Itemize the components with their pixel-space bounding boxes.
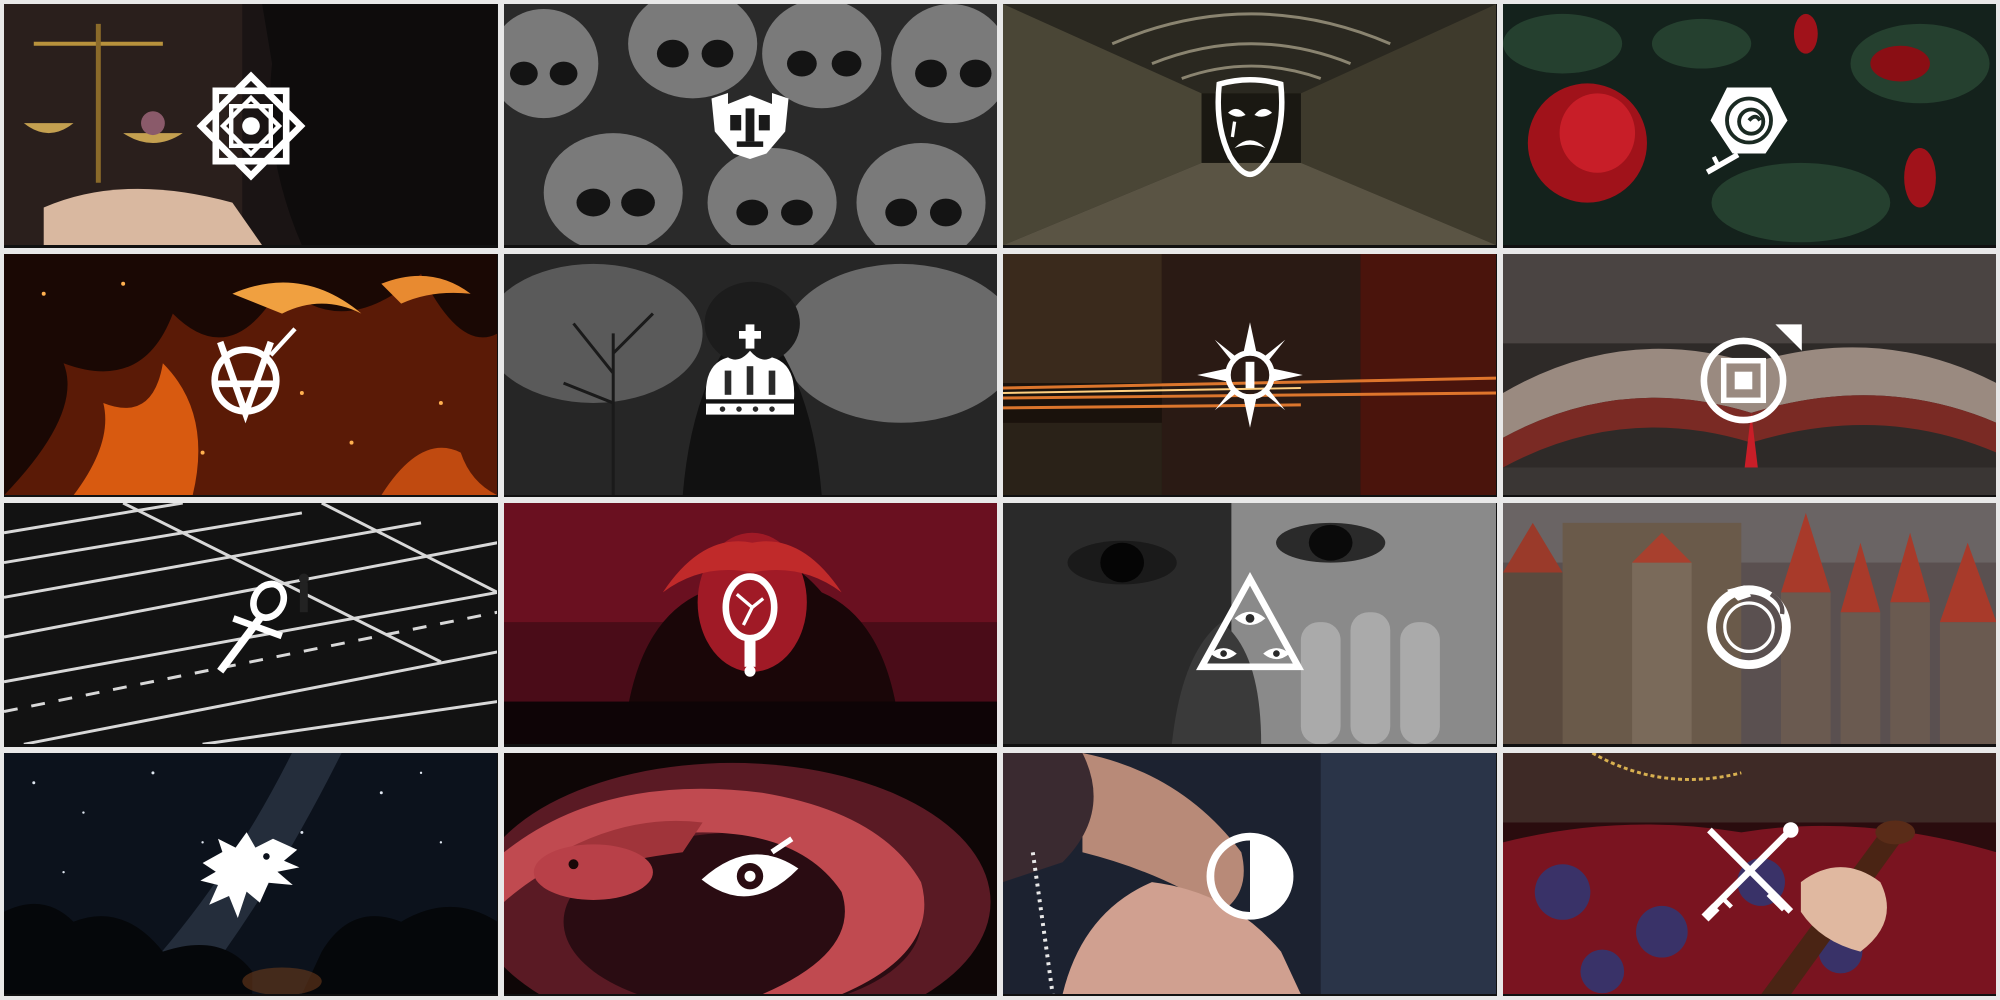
- serpent-eye-icon: [695, 819, 805, 929]
- compass-sun-icon: [1195, 320, 1305, 430]
- tile-snake[interactable]: [503, 752, 997, 996]
- scene-red-lit-woman: [503, 503, 997, 745]
- tile-couple[interactable]: Tre: [1003, 752, 1497, 996]
- crown-icon: [695, 320, 805, 430]
- tile-city[interactable]: [1003, 253, 1497, 497]
- dragon-head-icon: [196, 819, 306, 929]
- tiki-mask-icon: [695, 71, 805, 181]
- tile-red-woman[interactable]: [503, 503, 997, 747]
- tile-parking[interactable]: [4, 503, 498, 747]
- scene-hooded-figure-smoke: [503, 253, 997, 495]
- hand-mirror-icon: [695, 570, 805, 680]
- image-grid: Tre: [4, 4, 1996, 996]
- ankh-icon: [196, 570, 306, 680]
- scene-city-light-trails: [1003, 253, 1497, 495]
- ouroboros-icon: [1694, 570, 1804, 680]
- tragedy-mask-icon: [1195, 71, 1305, 181]
- tile-book[interactable]: [1502, 253, 1996, 497]
- half-moon-circle-icon: [1195, 819, 1305, 929]
- tile-tunnel[interactable]: [1003, 4, 1497, 248]
- target-square-icon: [1694, 320, 1804, 430]
- tile-castle[interactable]: [1502, 503, 1996, 747]
- eye-triangle-icon: [1195, 570, 1305, 680]
- scene-couple-kiss: [1003, 752, 1497, 994]
- tile-fire[interactable]: [4, 253, 498, 497]
- tile-galaxy[interactable]: [4, 752, 498, 996]
- sword-scepter-icon: [1694, 819, 1804, 929]
- tile-crown[interactable]: [503, 253, 997, 497]
- tile-gavel[interactable]: [1502, 752, 1996, 996]
- tile-roses[interactable]: [1502, 4, 1996, 248]
- venus-anarchy-icon: [196, 320, 306, 430]
- rose-icon: [1694, 71, 1804, 181]
- tile-eyes[interactable]: [1003, 503, 1497, 747]
- tile-scales[interactable]: [4, 4, 498, 248]
- tile-skulls[interactable]: [503, 4, 997, 248]
- scene-scales-of-justice: [4, 4, 498, 246]
- scene-tunnel-corridor: [1003, 4, 1497, 246]
- star-octagram-icon: [196, 71, 306, 181]
